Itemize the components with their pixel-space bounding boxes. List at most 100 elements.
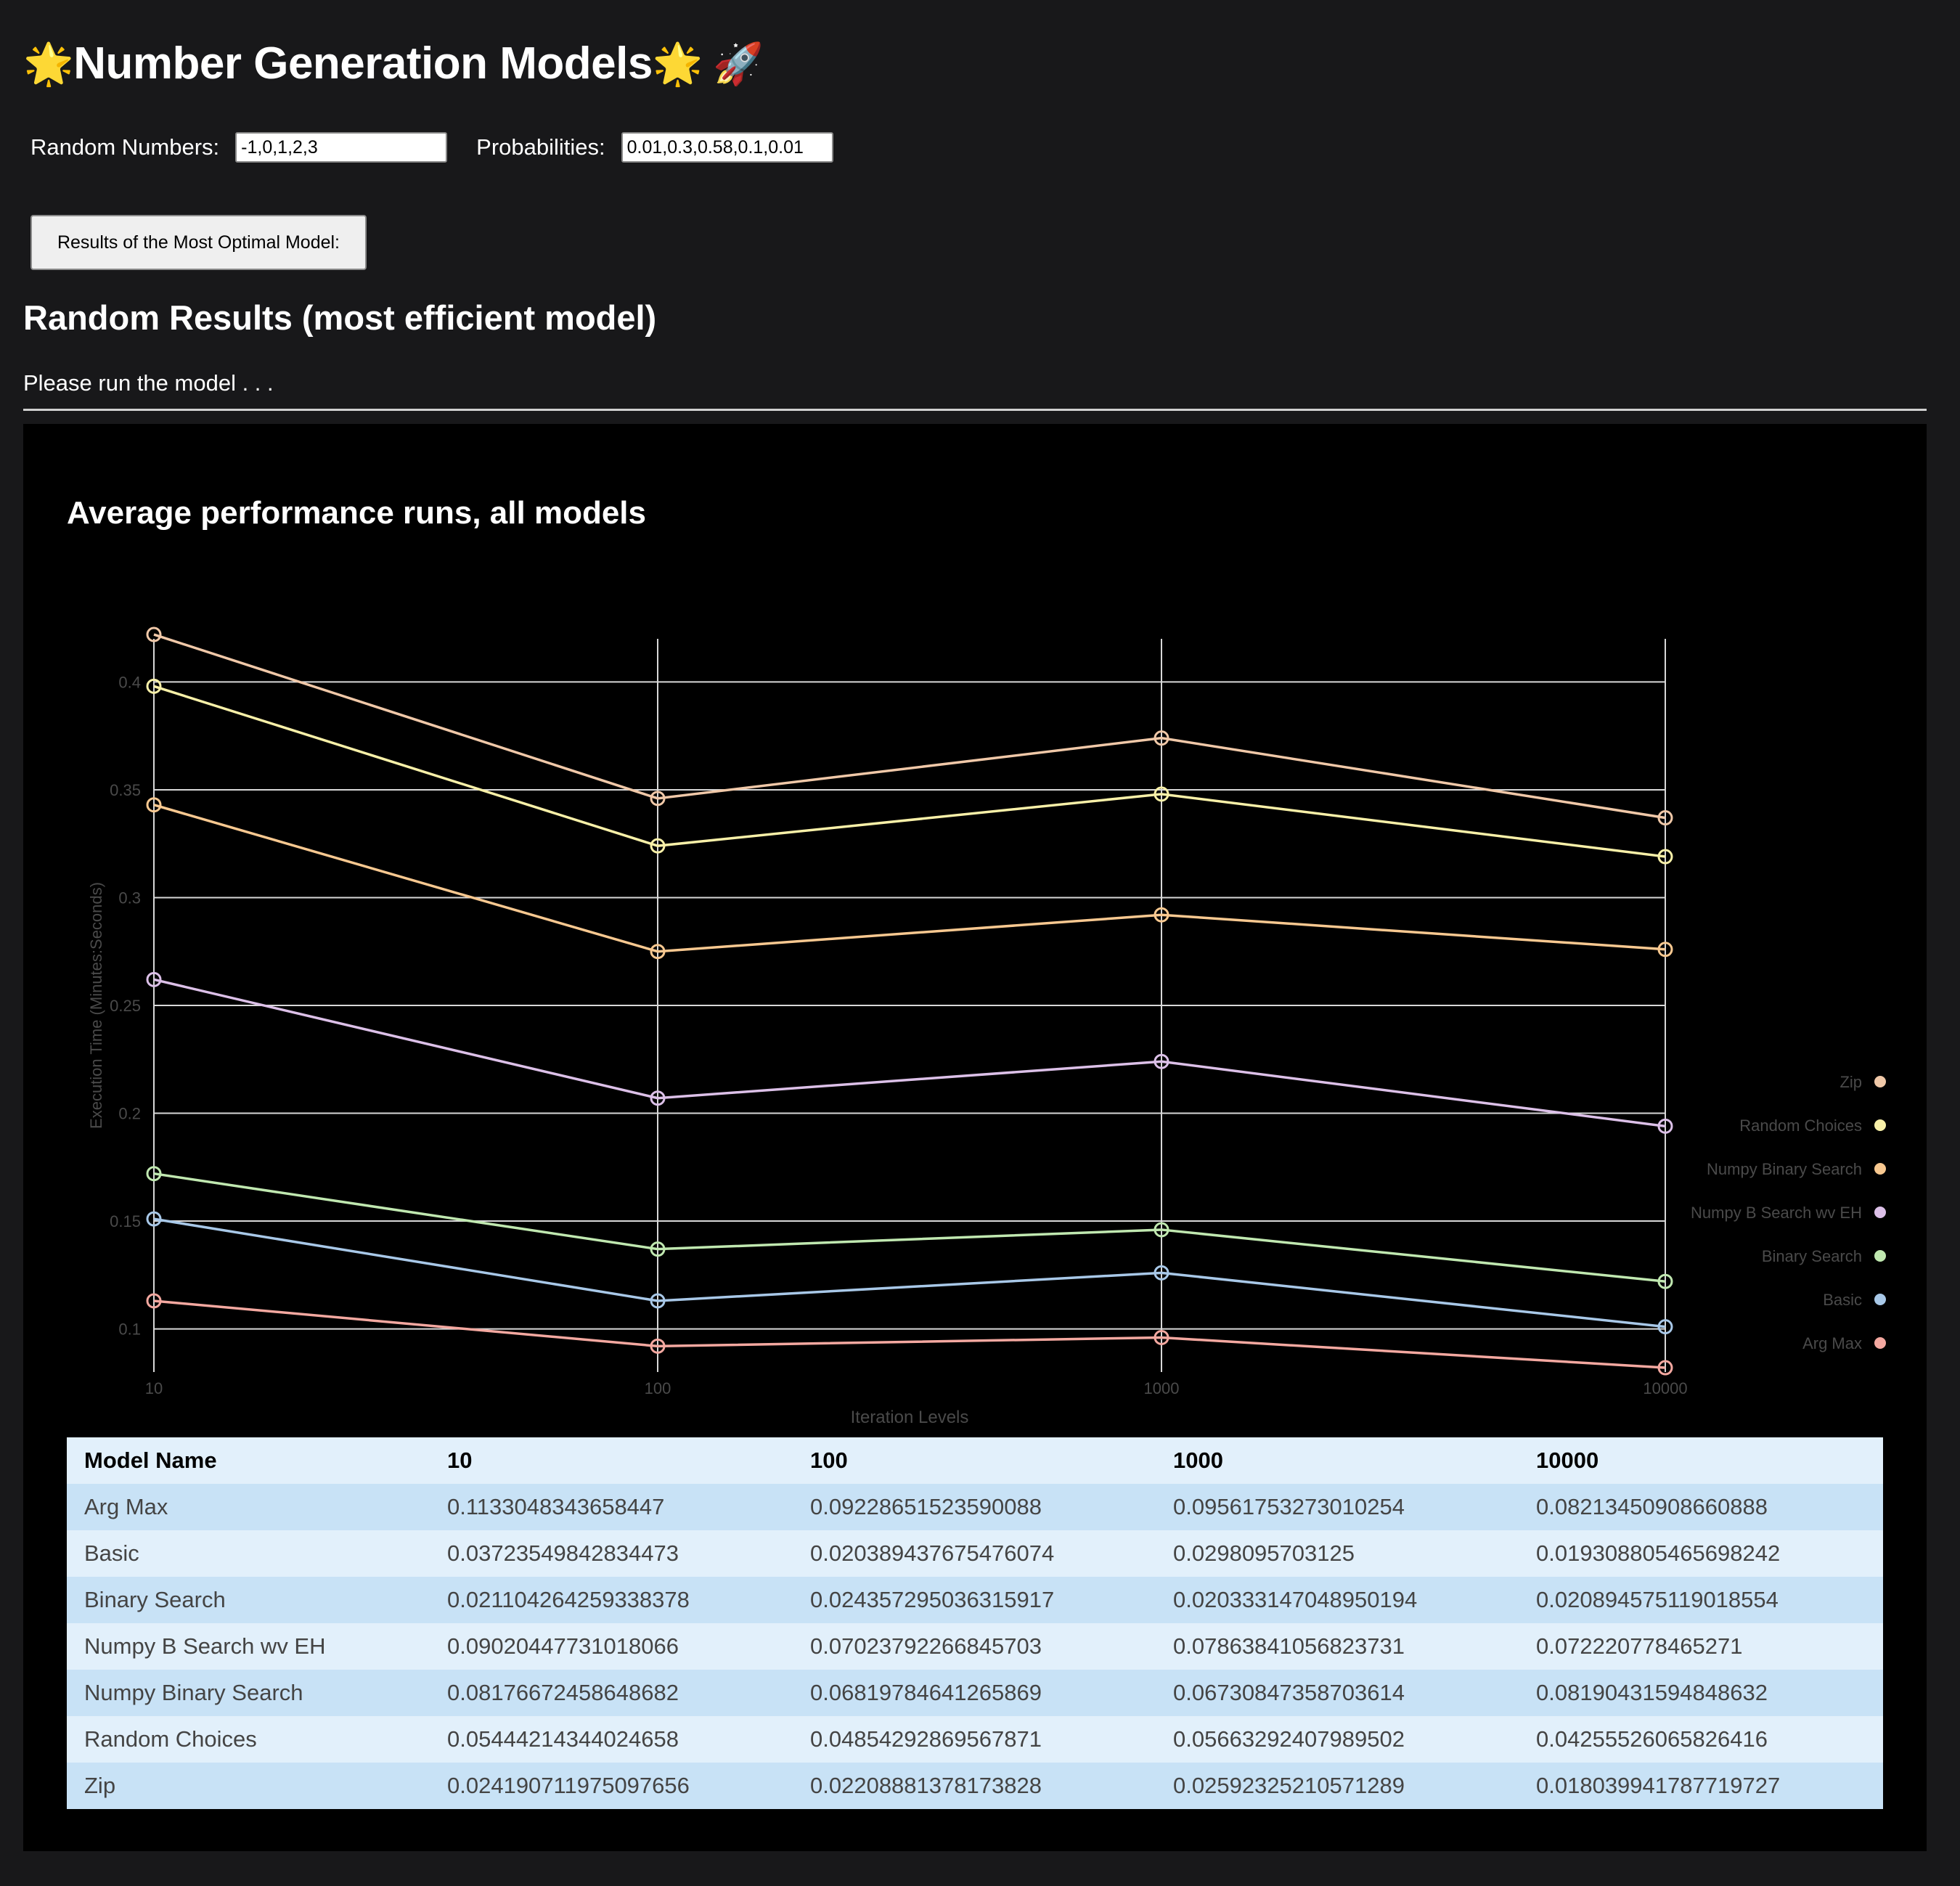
table-cell: 0.021104264259338378 bbox=[430, 1577, 793, 1623]
table-row: Arg Max 0.1133048343658447 0.0922865152359… bbox=[67, 1484, 1883, 1530]
data-point bbox=[1657, 1273, 1673, 1289]
legend-label: Numpy B Search wv EH bbox=[1691, 1204, 1862, 1222]
data-point bbox=[650, 791, 666, 807]
table-row: Random Choices 0.05444214344024658 0.04854… bbox=[67, 1716, 1883, 1763]
data-point bbox=[146, 1211, 162, 1227]
series-line bbox=[153, 1172, 1666, 1283]
x-axis-label: Iteration Levels bbox=[851, 1408, 969, 1427]
data-point bbox=[1657, 1360, 1673, 1376]
legend-swatch bbox=[1874, 1119, 1886, 1131]
table-cell: 0.08176672458648682 bbox=[430, 1670, 793, 1716]
legend-label: Basic bbox=[1823, 1291, 1862, 1309]
data-point bbox=[650, 1338, 666, 1354]
legend-label: Arg Max bbox=[1802, 1334, 1862, 1352]
rocket-icon: 🚀 bbox=[713, 40, 764, 86]
table-cell: 0.06730847358703614 bbox=[1156, 1670, 1519, 1716]
legend-swatch bbox=[1874, 1294, 1886, 1305]
status-text: Please run the model . . . bbox=[23, 370, 274, 396]
x-tick-label: 10000 bbox=[1643, 1379, 1687, 1397]
table-cell: 0.018039941787719727 bbox=[1519, 1763, 1883, 1809]
table-cell: 0.09561753273010254 bbox=[1156, 1484, 1519, 1530]
data-point bbox=[650, 1090, 666, 1106]
series-line bbox=[153, 633, 1666, 820]
y-tick-label: 0.3 bbox=[118, 889, 141, 907]
probabilities-input[interactable] bbox=[621, 132, 833, 163]
data-point bbox=[1657, 1319, 1673, 1335]
x-tick-label: 1000 bbox=[1144, 1379, 1180, 1397]
legend-swatch bbox=[1874, 1207, 1886, 1218]
results-table: Model Name 10 100 1000 10000 Arg Max 0.11… bbox=[67, 1437, 1883, 1809]
table-cell: 0.08213450908660888 bbox=[1519, 1484, 1883, 1530]
y-tick-label: 0.4 bbox=[118, 673, 141, 691]
line-chart: 0.1 0.15 0.2 0.25 0.3 0.35 0.4 10 100 1000 10000 It… bbox=[87, 626, 1886, 1427]
y-tick-label: 0.35 bbox=[110, 781, 141, 799]
table-cell: 0.09228651523590088 bbox=[793, 1484, 1156, 1530]
table-cell: Zip bbox=[67, 1763, 430, 1809]
data-point bbox=[1153, 730, 1169, 746]
legend-swatch bbox=[1874, 1337, 1886, 1349]
table-cell: 0.020389437675476074 bbox=[793, 1530, 1156, 1577]
page-title: 🌟 Number Generation Models 🌟 🚀 bbox=[23, 38, 764, 89]
random-numbers-label: Random Numbers: bbox=[30, 134, 220, 160]
table-cell: 0.1133048343658447 bbox=[430, 1484, 793, 1530]
data-point bbox=[1657, 849, 1673, 865]
y-tick-label: 0.15 bbox=[110, 1212, 141, 1230]
data-point bbox=[1657, 942, 1673, 958]
table-cell: 0.020333147048950194 bbox=[1156, 1577, 1519, 1623]
table-cell: 0.09020447731018066 bbox=[430, 1623, 793, 1670]
divider bbox=[23, 409, 1927, 411]
star-icon: 🌟 bbox=[652, 40, 703, 86]
data-point bbox=[146, 971, 162, 987]
chart-title: Average performance runs, all models bbox=[67, 495, 646, 531]
data-point bbox=[1153, 786, 1169, 802]
legend-label: Binary Search bbox=[1762, 1247, 1862, 1265]
legend-swatch bbox=[1874, 1250, 1886, 1262]
data-point bbox=[146, 626, 162, 642]
table-cell: 0.07023792266845703 bbox=[793, 1623, 1156, 1670]
data-point bbox=[1153, 1053, 1169, 1069]
legend-label: Zip bbox=[1839, 1073, 1862, 1091]
table-cell: 0.0298095703125 bbox=[1156, 1530, 1519, 1577]
data-point bbox=[146, 1166, 162, 1182]
probabilities-label: Probabilities: bbox=[476, 134, 605, 160]
table-cell: Basic bbox=[67, 1530, 430, 1577]
table-header-row: Model Name 10 100 1000 10000 bbox=[67, 1437, 1883, 1484]
series-line bbox=[153, 1217, 1666, 1328]
table-header-cell: Model Name bbox=[67, 1437, 430, 1484]
data-point bbox=[1657, 810, 1673, 826]
data-point bbox=[650, 944, 666, 960]
table-cell: 0.07863841056823731 bbox=[1156, 1623, 1519, 1670]
data-point bbox=[650, 1293, 666, 1309]
table-header-cell: 1000 bbox=[1156, 1437, 1519, 1484]
table-row: Numpy Binary Search 0.08176672458648682 0.… bbox=[67, 1670, 1883, 1716]
table-cell: Numpy Binary Search bbox=[67, 1670, 430, 1716]
y-tick-label: 0.2 bbox=[118, 1105, 141, 1123]
table-cell: 0.04854292869567871 bbox=[793, 1716, 1156, 1763]
series-line bbox=[153, 804, 1666, 953]
series-line bbox=[153, 978, 1666, 1128]
star-icon: 🌟 bbox=[23, 40, 74, 86]
table-header-cell: 10 bbox=[430, 1437, 793, 1484]
table-cell: 0.04255526065826416 bbox=[1519, 1716, 1883, 1763]
data-point bbox=[1153, 1329, 1169, 1345]
table-header-cell: 10000 bbox=[1519, 1437, 1883, 1484]
table-cell: 0.06819784641265869 bbox=[793, 1670, 1156, 1716]
data-point bbox=[1153, 907, 1169, 923]
table-cell: 0.02592325210571289 bbox=[1156, 1763, 1519, 1809]
table-cell: 0.020894575119018554 bbox=[1519, 1577, 1883, 1623]
table-cell: Arg Max bbox=[67, 1484, 430, 1530]
data-point bbox=[146, 797, 162, 813]
results-heading: Random Results (most efficient model) bbox=[23, 298, 657, 337]
table-row: Basic 0.03723549842834473 0.02038943767547… bbox=[67, 1530, 1883, 1577]
data-point bbox=[146, 678, 162, 694]
table-cell: 0.05663292407989502 bbox=[1156, 1716, 1519, 1763]
run-model-button[interactable]: Results of the Most Optimal Model: bbox=[30, 215, 367, 270]
data-point bbox=[1153, 1222, 1169, 1238]
random-numbers-input[interactable] bbox=[235, 132, 448, 163]
table-header-cell: 100 bbox=[793, 1437, 1156, 1484]
table-cell: 0.08190431594848632 bbox=[1519, 1670, 1883, 1716]
y-axis-label: Execution Time (Minutes:Seconds) bbox=[87, 882, 105, 1129]
series-line bbox=[153, 1299, 1666, 1369]
table-row: Binary Search 0.021104264259338378 0.02435… bbox=[67, 1577, 1883, 1623]
data-point bbox=[650, 838, 666, 854]
